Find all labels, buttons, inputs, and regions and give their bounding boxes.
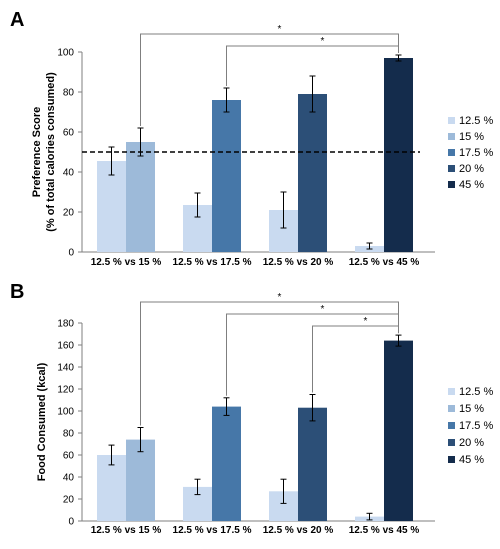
panel-a-legend-swatch (448, 133, 455, 140)
panel-a-legend-label: 15 % (459, 131, 484, 143)
panel-a-y-tick-label: 0 (68, 248, 74, 259)
panel-a-legend-label: 20 % (459, 163, 484, 175)
panel-b-y-axis-label: Food Consumed (kcal) (36, 362, 48, 481)
panel-b-significance-star: * (321, 304, 325, 315)
panel-b-y-tick-label: 0 (68, 517, 74, 528)
panel-b-bar (298, 407, 327, 521)
panel-a-y-axis-label: Preference Score (31, 107, 43, 198)
panel-b-significance-bracket (226, 313, 399, 396)
panel-b-label: B (10, 281, 24, 303)
panel-b-significance-bracket (140, 301, 399, 426)
panel-b-bar (97, 455, 126, 521)
panel-b-legend-label: 45 % (459, 454, 484, 466)
panel-b-legend-swatch (448, 422, 455, 429)
panel-b-significance-star: * (364, 316, 368, 327)
panel-a-bar (212, 100, 241, 252)
panel-b-category-label: 12.5 % vs 20 % (263, 525, 334, 536)
panel-b-legend-swatch (448, 456, 455, 463)
panel-a-category-label: 12.5 % vs 45 % (349, 257, 420, 268)
panel-a-y-axis-label: (% of total calories consumed) (45, 72, 57, 232)
panel-a: A 0 20 40 60 80 100 Preference Score (% of tota… (10, 9, 493, 268)
panel-b-significance-bracket (312, 325, 399, 393)
panel-b-legend-label: 20 % (459, 437, 484, 449)
panel-b-category-label: 12.5 % vs 45 % (349, 525, 420, 536)
panel-a-legend-swatch (448, 117, 455, 124)
panel-b-legend-label: 17.5 % (459, 420, 493, 432)
panel-a-y-tick-label: 20 (63, 208, 75, 219)
panel-a-significance-star: * (321, 36, 325, 47)
panel-a-bar (97, 161, 126, 252)
panel-b-y-tick-label: 60 (63, 451, 75, 462)
panel-b-y-tick-label: 20 (63, 495, 75, 506)
panel-a-bar (298, 94, 327, 252)
panel-b-significance-star: * (278, 292, 282, 303)
panel-a-category-label: 12.5 % vs 17.5 % (173, 257, 252, 268)
panel-a-bar (126, 142, 155, 252)
panel-b-y-tick-label: 80 (63, 429, 75, 440)
panel-b: B 0 20 40 60 80 100 120 140 160 180 Food Consumed … (10, 281, 493, 536)
panel-b-bar (384, 340, 413, 521)
panel-b-category-label: 12.5 % vs 17.5 % (173, 525, 252, 536)
panel-a-legend-swatch (448, 165, 455, 172)
panel-b-category-label: 12.5 % vs 15 % (91, 525, 162, 536)
panel-a-y-tick-label: 40 (63, 168, 75, 179)
panel-a-legend-label: 45 % (459, 179, 484, 191)
panel-a-significance-bracket (140, 33, 399, 126)
panel-b-bar (212, 406, 241, 521)
panel-b-legend-label: 12.5 % (459, 386, 493, 398)
panel-a-y-tick-label: 60 (63, 128, 75, 139)
panel-a-legend-label: 12.5 % (459, 115, 493, 127)
panel-a-legend-label: 17.5 % (459, 147, 493, 159)
panel-a-bar (384, 58, 413, 252)
panel-a-label: A (10, 9, 24, 31)
panel-a-legend-swatch (448, 149, 455, 156)
panel-a-y-tick-label: 100 (57, 48, 74, 59)
panel-a-category-label: 12.5 % vs 20 % (263, 257, 334, 268)
panel-b-legend-swatch (448, 439, 455, 446)
panel-b-y-tick-label: 100 (57, 407, 74, 418)
panel-a-y-tick-label: 80 (63, 88, 75, 99)
panel-b-y-tick-label: 40 (63, 473, 75, 484)
panel-b-legend-label: 15 % (459, 403, 484, 415)
panel-a-significance-bracket (226, 45, 399, 86)
panel-b-legend-swatch (448, 388, 455, 395)
panel-a-significance-star: * (278, 24, 282, 35)
panel-b-y-tick-label: 180 (57, 319, 74, 330)
panel-b-y-tick-label: 160 (57, 341, 74, 352)
panel-a-category-label: 12.5 % vs 15 % (91, 257, 162, 268)
panel-b-y-tick-label: 120 (57, 385, 74, 396)
panel-b-y-tick-label: 140 (57, 363, 74, 374)
panel-b-legend-swatch (448, 405, 455, 412)
panel-a-legend-swatch (448, 181, 455, 188)
panel-b-bar (126, 439, 155, 521)
